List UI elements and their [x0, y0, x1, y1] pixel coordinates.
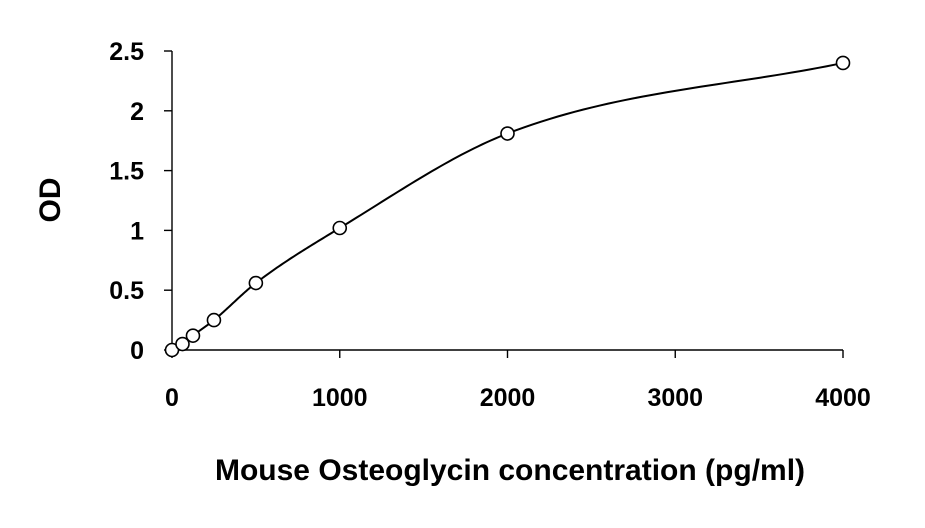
x-tick-label: 2000 [480, 384, 536, 412]
y-axis-title: OD [34, 178, 67, 223]
x-axis-title: Mouse Osteoglycin concentration (pg/ml) [215, 454, 805, 487]
y-tick-label: 0 [130, 337, 144, 365]
y-tick-label: 0.5 [109, 277, 144, 305]
data-points-layer [164, 55, 851, 358]
y-tick-label: 2 [130, 98, 144, 126]
y-tick-label: 2.5 [109, 38, 144, 66]
y-tick-label: 1.5 [109, 158, 144, 186]
data-point [500, 126, 515, 141]
data-point [175, 336, 190, 352]
axes: 0 0.5 1 1.5 2 2.5 0 1000 2000 3000 4000 [109, 38, 871, 412]
fit-curve-layer [171, 61, 844, 351]
data-point [185, 328, 201, 343]
data-point [248, 275, 264, 291]
fit-curve [171, 61, 844, 351]
data-point [332, 220, 348, 236]
x-tick-label: 0 [165, 384, 179, 412]
data-point [206, 312, 222, 328]
x-tick-label: 4000 [815, 384, 871, 412]
x-tick-label: 1000 [312, 384, 368, 412]
y-tick-label: 1 [130, 217, 144, 245]
data-point [835, 55, 851, 71]
x-tick-label: 3000 [647, 384, 703, 412]
